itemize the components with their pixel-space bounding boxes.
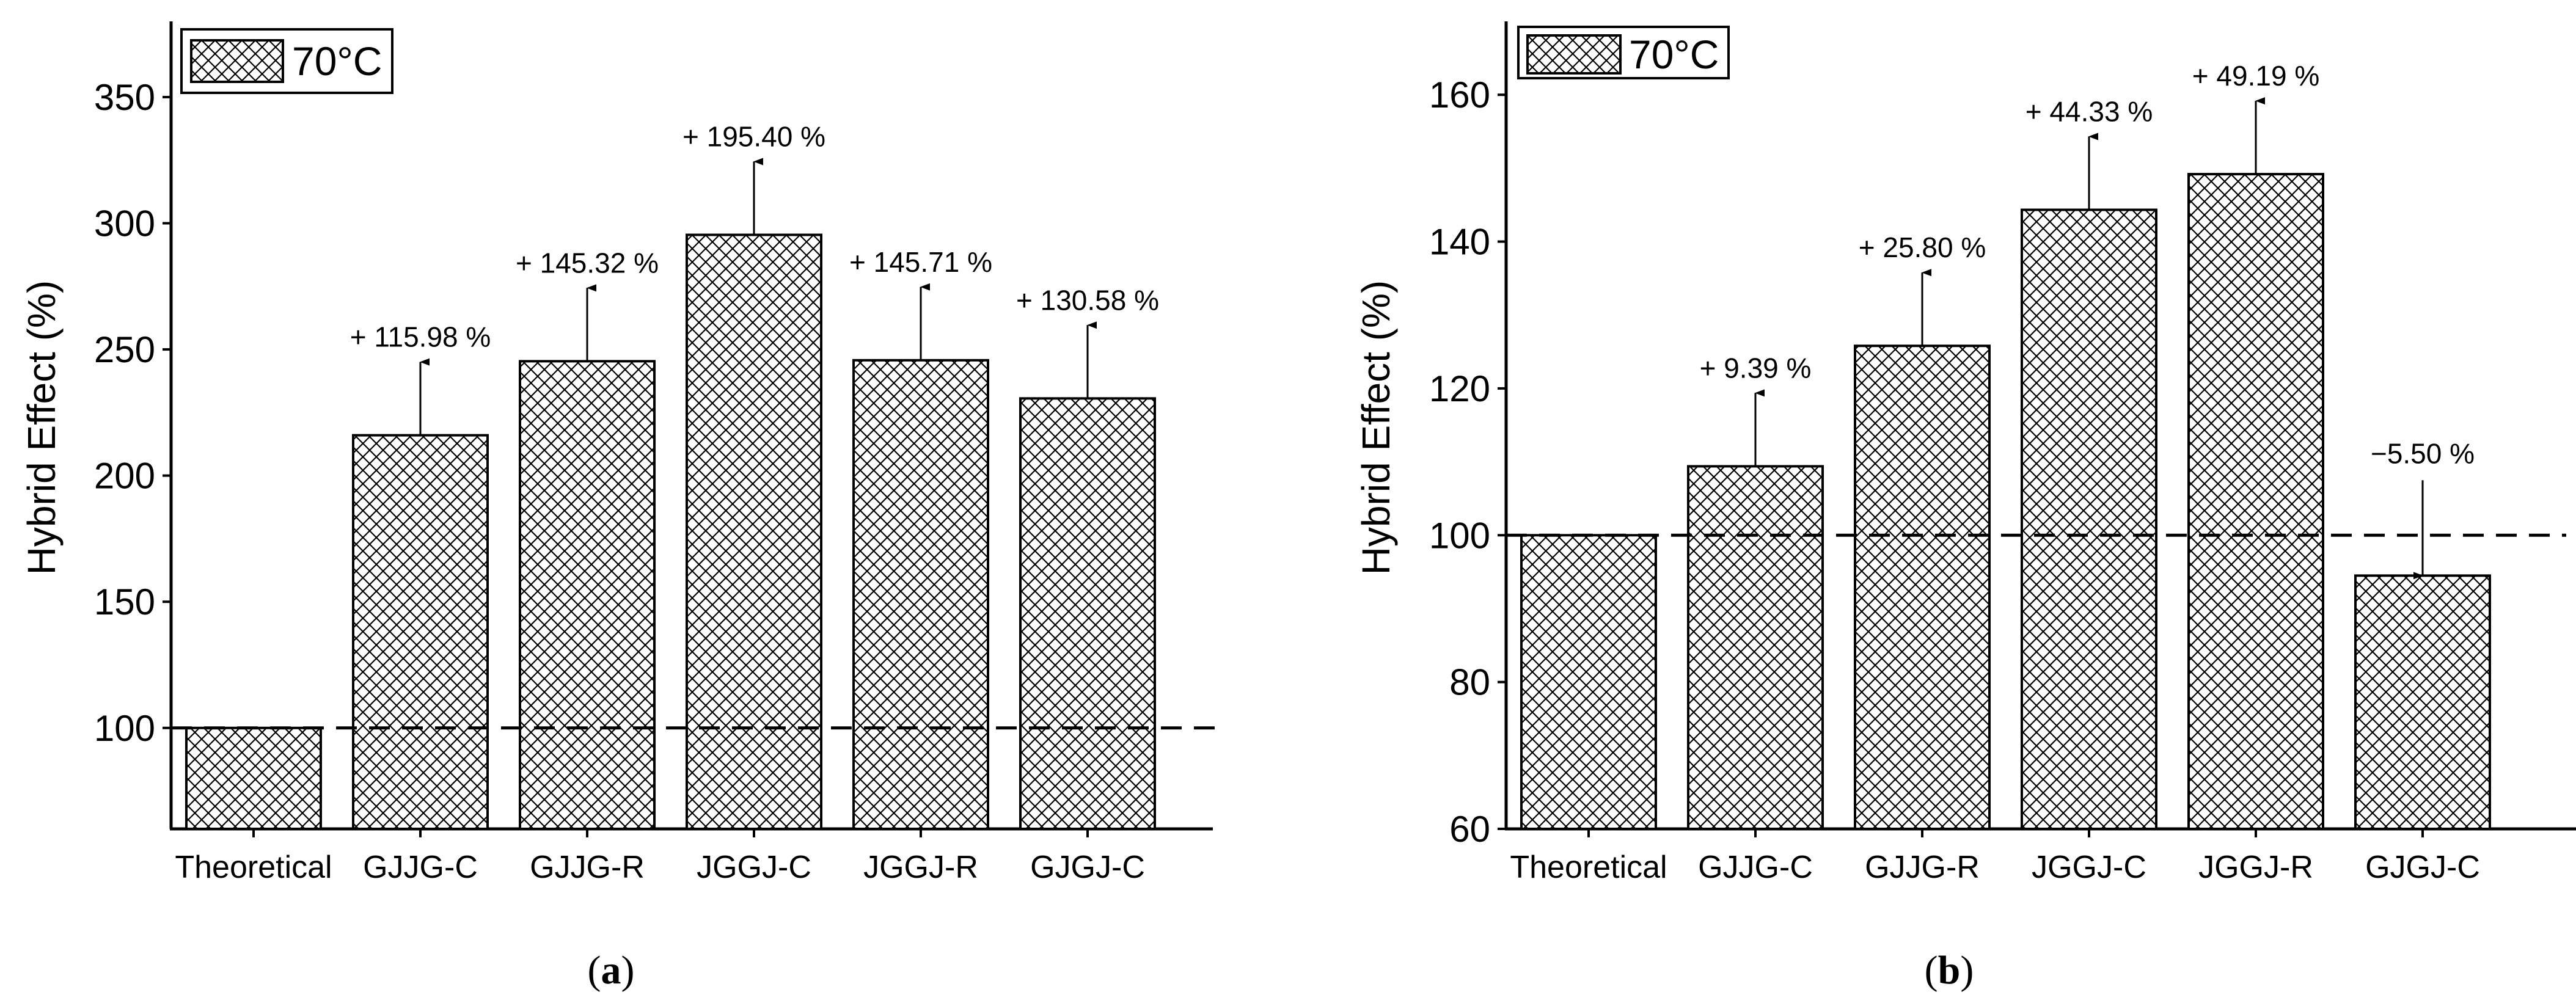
- x-tick-label: GJGJ-C: [2365, 850, 2480, 885]
- bar-theoretical: [185, 726, 322, 830]
- x-tick-label: JGGJ-R: [863, 850, 978, 885]
- legend-b: 70°C: [1517, 26, 1730, 79]
- chart-panel-b: 60 80 100 120 140 160 Theoretical GJJG-C + 9.39 …: [1354, 21, 2576, 993]
- bar-jggj-r: [852, 359, 989, 830]
- bar-jggj-r: [2187, 173, 2324, 830]
- annotation-label: + 115.98 %: [350, 321, 491, 353]
- bar-jggj-c: [686, 233, 822, 831]
- y-tick-label: 120: [1429, 368, 1490, 409]
- annotation-label: −5.50 %: [2371, 437, 2475, 469]
- bar-jggj-c: [2021, 208, 2157, 830]
- bar-gjjg-r: [519, 360, 656, 830]
- bar-gjjg-c: [1687, 465, 1824, 830]
- y-tick-label: 100: [1429, 515, 1490, 556]
- x-tick-label: GJJG-C: [363, 850, 478, 885]
- y-tick-label: 350: [94, 77, 155, 118]
- plot-area-b: 60 80 100 120 140 160 Theoretical GJJG-C + 9.39 …: [1429, 21, 2576, 885]
- annotation-label: + 44.33 %: [2025, 96, 2153, 128]
- x-tick-label: Theoretical: [175, 850, 332, 885]
- plot-area-a: 100 150 200 250 300 350 Theoretical GJJG-C + 115…: [94, 21, 1219, 885]
- y-axis-title-b: Hybrid Effect (%): [1354, 280, 1398, 575]
- legend-swatch-a: [190, 39, 284, 83]
- bar-gjjg-c: [352, 434, 489, 830]
- x-tick-label: GJJG-R: [1865, 850, 1980, 885]
- x-tick-label: JGGJ-C: [2032, 850, 2146, 885]
- legend-a: 70°C: [180, 28, 393, 94]
- y-tick-label: 300: [94, 203, 155, 244]
- y-tick-label: 200: [94, 456, 155, 497]
- annotation-label: + 130.58 %: [1016, 284, 1159, 316]
- y-tick-label: 80: [1449, 662, 1490, 703]
- panel-caption-b: (b): [1925, 948, 1974, 993]
- x-tick-label: GJJG-R: [530, 850, 645, 885]
- y-tick-label: 150: [94, 581, 155, 622]
- panel-caption-a: (a): [588, 948, 635, 993]
- annotation-label: + 25.80 %: [1859, 231, 1986, 263]
- annotation-label: + 49.19 %: [2192, 60, 2319, 92]
- annotation-label: + 145.71 %: [849, 246, 992, 278]
- y-tick-label: 160: [1429, 75, 1490, 115]
- annotation-label: + 195.40 %: [682, 121, 825, 153]
- legend-swatch-b: [1526, 34, 1622, 75]
- x-tick-label: Theoretical: [1510, 850, 1667, 885]
- x-tick-label: JGGJ-C: [697, 850, 811, 885]
- legend-label-a: 70°C: [292, 38, 382, 84]
- y-tick-label: 60: [1449, 809, 1490, 850]
- chart-panel-a: 100 150 200 250 300 350 Theoretical GJJG-C + 115…: [20, 21, 1219, 993]
- x-tick-label: GJGJ-C: [1030, 850, 1145, 885]
- x-tick-label: JGGJ-R: [2198, 850, 2313, 885]
- y-axis-title-a: Hybrid Effect (%): [20, 280, 64, 575]
- y-tick-label: 100: [94, 708, 155, 749]
- y-tick-label: 250: [94, 329, 155, 370]
- x-tick-label: GJJG-C: [1698, 850, 1813, 885]
- annotation-label: + 9.39 %: [1700, 352, 1812, 384]
- bar-gjjg-r: [1854, 344, 1991, 830]
- bar-gjgj-c: [1019, 397, 1156, 830]
- annotation-label: + 145.32 %: [516, 247, 659, 279]
- bar-theoretical: [1520, 534, 1657, 830]
- bar-gjgj-c: [2354, 574, 2491, 830]
- legend-label-b: 70°C: [1629, 32, 1719, 77]
- y-tick-label: 140: [1429, 222, 1490, 263]
